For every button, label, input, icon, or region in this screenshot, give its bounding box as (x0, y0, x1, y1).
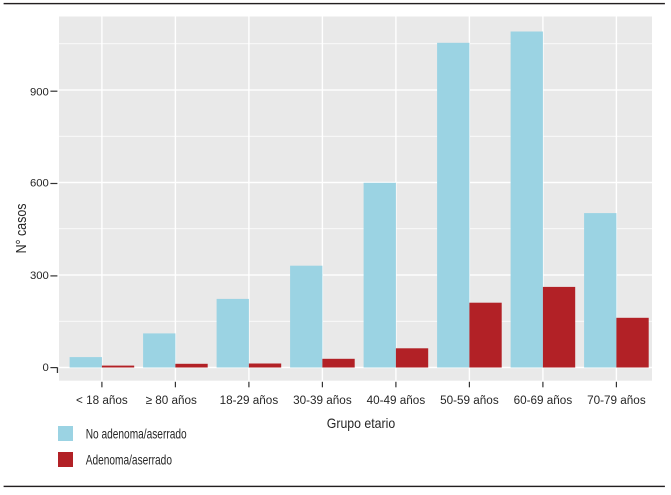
svg-text:60-69 años: 60-69 años (514, 393, 573, 407)
svg-text:Grupo etario: Grupo etario (327, 415, 395, 431)
svg-text:< 18 años: < 18 años (76, 393, 128, 407)
svg-text:≥ 80 años: ≥ 80 años (146, 393, 197, 407)
svg-text:18-29 años: 18-29 años (220, 393, 279, 407)
svg-text:40-49 años: 40-49 años (367, 393, 426, 407)
svg-text:Adenoma/aserrado: Adenoma/aserrado (86, 452, 172, 468)
svg-text:900: 900 (30, 86, 49, 98)
svg-text:50-59 años: 50-59 años (440, 393, 499, 407)
svg-text:N° casos: N° casos (13, 203, 29, 253)
svg-text:600: 600 (30, 177, 49, 189)
svg-text:300: 300 (30, 270, 49, 282)
svg-text:0: 0 (43, 362, 49, 374)
svg-text:No adenoma/aserrado: No adenoma/aserrado (86, 426, 187, 442)
svg-text:70-79 años: 70-79 años (587, 393, 646, 407)
svg-text:30-39 años: 30-39 años (293, 393, 352, 407)
